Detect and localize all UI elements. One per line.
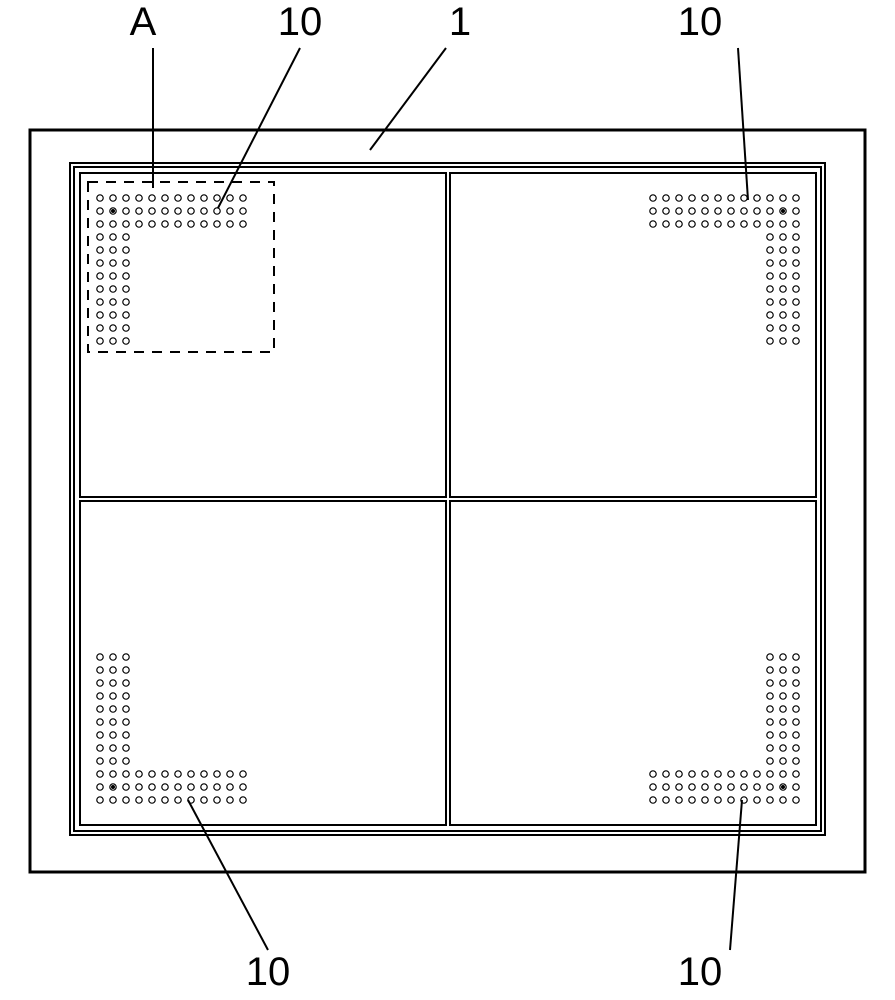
label-a: A [130,0,157,44]
label-10-tr: 10 [678,0,723,44]
label-10-tl: 10 [278,0,323,44]
marker-br [650,654,799,803]
quadrant-2 [80,501,446,825]
label-1: 1 [449,0,471,44]
leader-1 [370,48,446,150]
leader-10-tr [738,48,748,200]
marker-tl [97,195,246,344]
quadrant-0 [80,173,446,497]
label-10-bl: 10 [246,950,291,994]
marker-tr [650,195,799,344]
label-10-br: 10 [678,950,723,994]
marker-bl [97,654,246,803]
leader-10-tl [218,48,300,208]
quadrant-1 [450,173,816,497]
leader-10-br [730,800,742,950]
leader-10-bl [188,800,268,950]
quadrant-3 [450,501,816,825]
